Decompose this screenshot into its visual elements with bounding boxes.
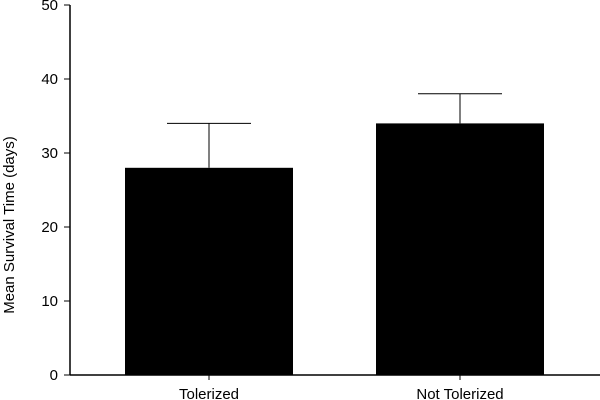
y-tick-label: 40 <box>41 71 58 88</box>
axes <box>69 5 600 376</box>
error-bars <box>167 93 502 168</box>
y-ticks: 0 10 20 30 40 50 <box>41 0 70 384</box>
y-tick-label: 0 <box>50 367 58 384</box>
x-tick-label: Tolerized <box>179 386 239 400</box>
y-tick-label: 30 <box>41 145 58 162</box>
bar-not-tolerized <box>376 123 544 376</box>
y-tick-label: 10 <box>41 293 58 310</box>
y-tick-label: 50 <box>41 0 58 14</box>
x-tick-label: Not Tolerized <box>416 386 503 400</box>
bars <box>125 123 544 376</box>
x-ticks: Tolerized Not Tolerized <box>179 375 504 400</box>
y-axis-title: Mean Survival Time (days) <box>1 136 18 314</box>
bar-tolerized <box>125 167 293 375</box>
y-tick-label: 20 <box>41 219 58 236</box>
